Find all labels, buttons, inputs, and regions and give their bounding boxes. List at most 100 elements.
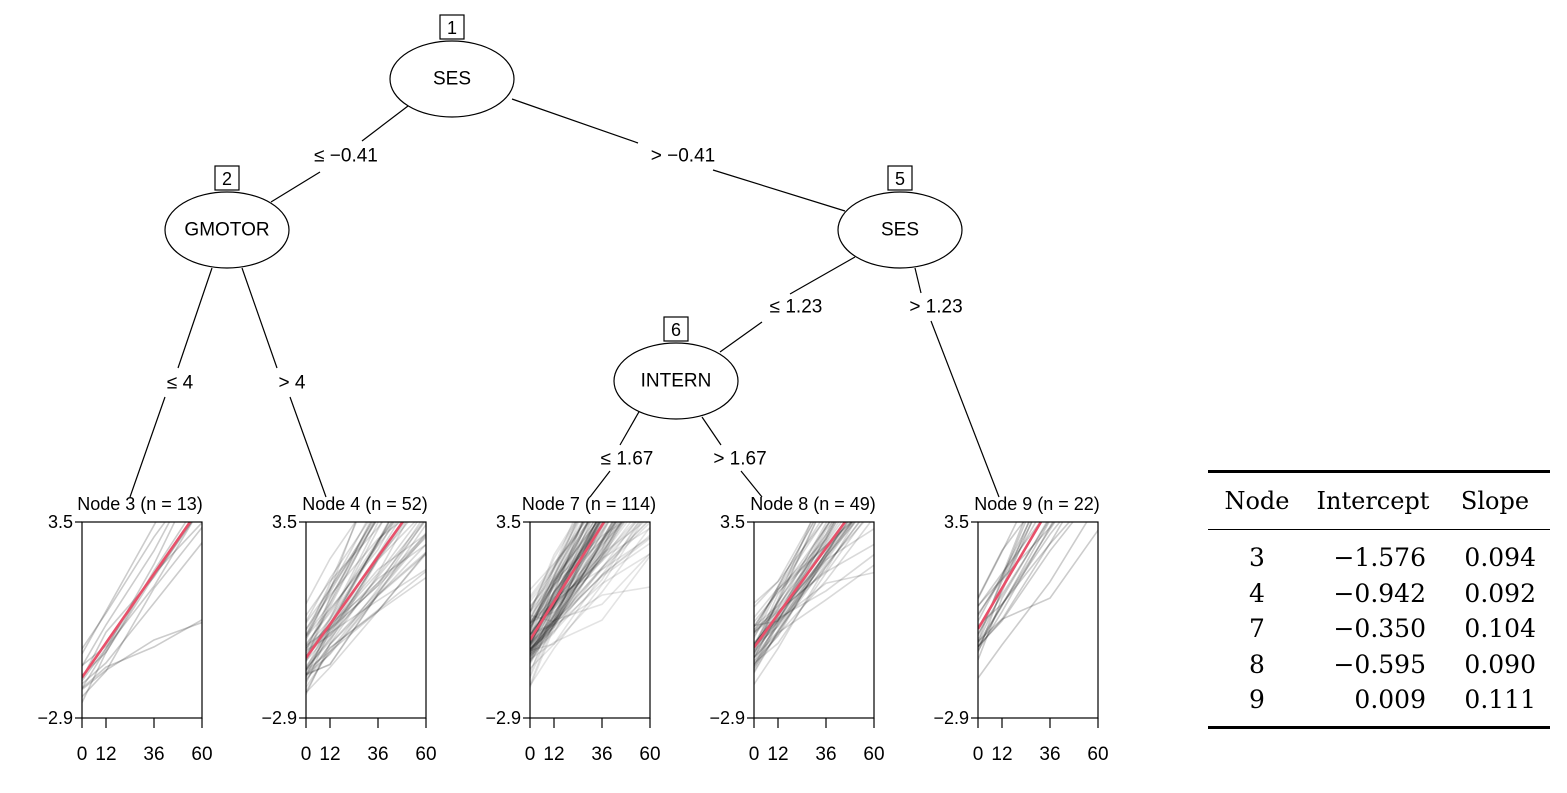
trajectory-7-56 bbox=[530, 522, 598, 620]
table-cell-slope: 0.094 bbox=[1464, 543, 1536, 573]
trajectory-8-2 bbox=[754, 522, 815, 635]
trajectory-4-42 bbox=[306, 522, 384, 649]
panel-frame-3 bbox=[81, 521, 203, 719]
trajectory-9-6 bbox=[978, 522, 1054, 652]
trajectory-8-31 bbox=[754, 522, 850, 662]
trajectory-9-16 bbox=[978, 522, 1025, 598]
trajectory-7-29 bbox=[530, 534, 650, 650]
trajectory-7-106 bbox=[530, 522, 600, 628]
trajectory-7-30 bbox=[530, 522, 589, 613]
node-split-variable-6: INTERN bbox=[641, 371, 712, 392]
y-tick-label-4-0: 3.5 bbox=[272, 512, 297, 532]
trajectory-8-14 bbox=[754, 522, 831, 648]
header-node: Node bbox=[1224, 487, 1290, 515]
trajectory-7-112 bbox=[530, 522, 589, 636]
trajectory-4-39 bbox=[306, 522, 390, 669]
trajectory-4-28 bbox=[306, 522, 395, 638]
trajectory-8-27 bbox=[754, 522, 856, 667]
trajectory-4-19 bbox=[306, 522, 369, 622]
trajectory-7-80 bbox=[530, 522, 649, 635]
trajectory-7-110 bbox=[530, 542, 650, 647]
trajectory-7-107 bbox=[530, 552, 650, 651]
trajectory-8-7 bbox=[754, 522, 833, 637]
tree-edges bbox=[129, 98, 1000, 498]
trajectory-7-48 bbox=[530, 537, 650, 652]
trajectory-7-105 bbox=[530, 522, 600, 627]
trajectory-7-43 bbox=[530, 522, 626, 645]
edge-label-1-5: > −0.41 bbox=[651, 146, 715, 167]
x-tick-label-9-2: 36 bbox=[1039, 744, 1060, 765]
trajectory-9-11 bbox=[978, 522, 1018, 600]
edge-label-5-6: ≤ 1.23 bbox=[770, 297, 823, 318]
edge-2-4-seg1 bbox=[289, 396, 327, 498]
trajectory-4-26 bbox=[306, 522, 410, 671]
trajectory-8-28 bbox=[754, 522, 854, 647]
x-tick-label-8-1: 12 bbox=[767, 744, 788, 765]
node-ellipse-1 bbox=[389, 40, 515, 118]
trajectory-8-1 bbox=[754, 522, 865, 659]
trajectory-9-14 bbox=[978, 522, 1048, 661]
edge-1-2-seg0 bbox=[361, 105, 409, 142]
x-tick-label-3-3: 60 bbox=[191, 744, 212, 765]
x-tick-label-3-0: 0 bbox=[77, 744, 88, 765]
fitted-line-9 bbox=[978, 522, 1043, 630]
table-row: 3 −1.576 0.094 bbox=[1208, 540, 1550, 576]
x-tick-label-9-0: 0 bbox=[973, 744, 984, 765]
trajectory-7-60 bbox=[530, 522, 616, 650]
trajectory-4-29 bbox=[306, 522, 383, 616]
terminal-node-8: Node 8 (n = 49)3.5 −2.90 12 36 60 bbox=[709, 494, 884, 765]
trajectory-7-54 bbox=[530, 522, 625, 614]
trajectory-3-11 bbox=[82, 619, 202, 689]
trajectory-7-26 bbox=[530, 522, 589, 639]
trajectory-9-12 bbox=[978, 522, 1027, 642]
trajectory-4-20 bbox=[306, 553, 426, 678]
terminal-node-9: Node 9 (n = 22)3.5 −2.90 12 36 60 bbox=[933, 494, 1108, 765]
x-tick-label-7-1: 12 bbox=[543, 744, 564, 765]
trajectory-4-22 bbox=[306, 522, 402, 630]
edge-labels: ≤ −0.41 > −0.41 ≤ 4 > 4 ≤ 1.23 > 1.23 ≤ 1.67 > … bbox=[167, 146, 963, 470]
y-tick-label-3-1: −2.9 bbox=[37, 708, 73, 728]
table-cell-node: 7 bbox=[1249, 614, 1265, 644]
trajectory-8-5 bbox=[754, 522, 853, 623]
table-cell-intercept: −0.942 bbox=[1333, 578, 1426, 608]
trajectory-7-53 bbox=[530, 522, 601, 665]
trajectory-7-90 bbox=[530, 522, 624, 655]
table-bottom-rule bbox=[1208, 725, 1550, 729]
trajectory-3-12 bbox=[82, 522, 171, 667]
y-tick-label-8-1: −2.9 bbox=[709, 708, 745, 728]
trajectory-4-48 bbox=[306, 543, 426, 676]
trajectory-7-63 bbox=[530, 522, 604, 632]
trajectory-7-103 bbox=[530, 522, 642, 672]
trajectory-8-47 bbox=[754, 522, 847, 631]
trajectory-9-0 bbox=[978, 522, 1025, 622]
trajectory-3-0 bbox=[82, 542, 202, 685]
terminal-node-7: Node 7 (n = 114)3.5 −2.90 12 36 60 bbox=[485, 494, 660, 765]
trajectory-9-18 bbox=[978, 522, 1030, 653]
inner-node-6: INTERN 6 bbox=[613, 316, 739, 420]
trajectory-4-3 bbox=[306, 522, 357, 641]
trajectory-8-29 bbox=[754, 522, 831, 658]
edge-5-9-seg0 bbox=[914, 267, 922, 294]
terminal-node-title-4: Node 4 (n = 52) bbox=[302, 494, 428, 514]
trajectory-3-6 bbox=[82, 522, 193, 679]
trajectory-7-8 bbox=[530, 522, 577, 612]
trajectory-4-10 bbox=[306, 522, 375, 649]
node-id-box-2 bbox=[214, 165, 240, 191]
node-split-variable-5: SES bbox=[881, 220, 919, 241]
trajectory-7-86 bbox=[530, 522, 638, 643]
edge-label-6-7: ≤ 1.67 bbox=[601, 449, 654, 470]
trajectory-8-40 bbox=[754, 522, 817, 651]
trajectory-4-27 bbox=[306, 522, 393, 645]
trajectory-7-32 bbox=[530, 522, 584, 642]
trajectory-7-4 bbox=[530, 522, 576, 614]
node-id-box-6 bbox=[663, 316, 689, 342]
node-split-variable-2: GMOTOR bbox=[184, 220, 269, 241]
trajectory-4-25 bbox=[306, 577, 426, 672]
trajectory-7-71 bbox=[530, 522, 606, 653]
x-tick-label-3-1: 12 bbox=[95, 744, 116, 765]
trajectory-4-30 bbox=[306, 522, 368, 639]
trajectory-4-18 bbox=[306, 522, 373, 636]
x-tick-label-4-2: 36 bbox=[367, 744, 388, 765]
x-tick-label-4-0: 0 bbox=[301, 744, 312, 765]
trajectories-3 bbox=[82, 522, 202, 703]
